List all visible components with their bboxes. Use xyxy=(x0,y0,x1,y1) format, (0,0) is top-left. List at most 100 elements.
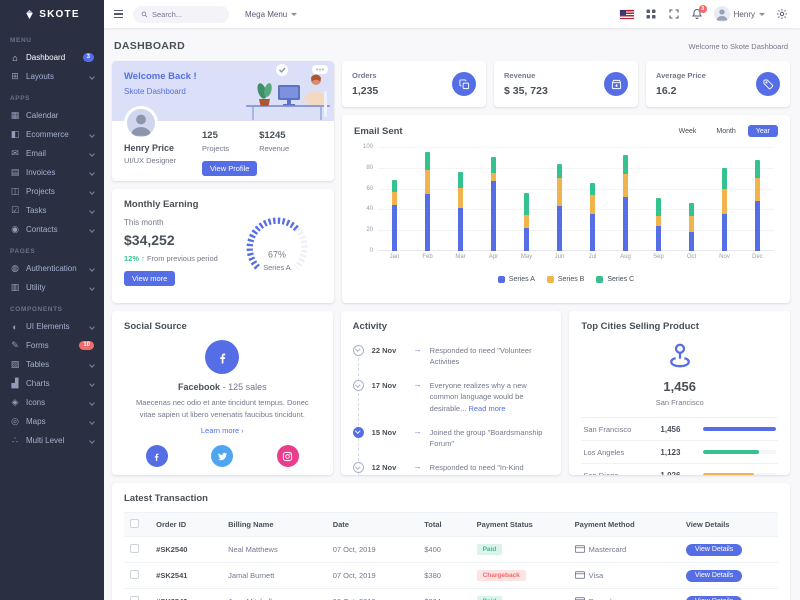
bar-column-jun xyxy=(543,147,576,251)
view-profile-button[interactable]: View Profile xyxy=(202,161,258,176)
search-box[interactable] xyxy=(133,5,229,23)
view-details-button[interactable]: View Details xyxy=(685,543,743,556)
tag-icon xyxy=(756,72,780,96)
x-axis-label: Dec xyxy=(752,254,763,260)
social-item-twitter[interactable]: Twitter112 sales xyxy=(190,445,256,475)
cell-billing-name: Neal Matthews xyxy=(222,536,327,563)
sidebar-item-projects[interactable]: ◫ Projects xyxy=(0,182,104,201)
range-button-year[interactable]: Year xyxy=(747,125,778,137)
x-axis-label: Jun xyxy=(554,254,565,260)
user-avatar xyxy=(713,6,730,22)
sidebar-item-charts[interactable]: ▟ Charts xyxy=(0,374,104,393)
notifications-bell-icon[interactable]: 3 xyxy=(691,5,707,20)
sidebar-item-tables[interactable]: ▧ Tables xyxy=(0,355,104,374)
sidebar-item-multi-level[interactable]: ∴ Multi Level xyxy=(0,431,104,450)
sidebar-item-label: Email xyxy=(26,149,47,158)
bar-segment-series-c xyxy=(623,155,628,175)
range-button-week[interactable]: Week xyxy=(671,125,705,137)
stacked-bar xyxy=(590,183,595,251)
cell-total: $380 xyxy=(418,562,471,589)
sidebar-item-calendar[interactable]: ▦ Calendar xyxy=(0,106,104,125)
view-details-button[interactable]: View Details xyxy=(685,595,743,600)
sidebar-item-icons[interactable]: ◈ Icons xyxy=(0,393,104,412)
social-item-facebook[interactable]: Facebook125 sales xyxy=(124,445,190,475)
language-flag-icon[interactable] xyxy=(619,9,634,19)
ui-elements-icon: ◐ xyxy=(12,321,18,332)
menu-toggle-icon[interactable] xyxy=(114,9,123,19)
authentication-icon: ◍ xyxy=(11,263,19,273)
social-item-instagram[interactable]: Instagram104 sales xyxy=(255,445,321,475)
range-button-month[interactable]: Month xyxy=(708,125,743,137)
row-checkbox[interactable] xyxy=(130,544,139,553)
sidebar-item-ui-elements[interactable]: ◐ UI Elements xyxy=(0,317,104,336)
bar-column-aug xyxy=(609,147,642,251)
settings-gear-icon[interactable] xyxy=(776,8,788,20)
bar-segment-series-b xyxy=(755,178,760,202)
sidebar-item-dashboard[interactable]: ⌂ Dashboard 3 xyxy=(0,48,104,67)
latest-transaction-card: Latest Transaction Order ID Billing Name D… xyxy=(112,483,790,600)
bar-column-oct xyxy=(675,147,708,251)
table-row: #SK2541 Jamal Burnett 07 Oct, 2019 $380 Char… xyxy=(124,562,778,589)
mega-menu-dropdown[interactable]: Mega Menu xyxy=(245,9,298,19)
monthly-earning-card: Monthly Earning This month $34,252 12% ↑… xyxy=(112,189,334,303)
row-checkbox[interactable] xyxy=(130,570,139,579)
bar-segment-series-b xyxy=(722,188,727,214)
sidebar-item-email[interactable]: ✉ Email xyxy=(0,144,104,163)
view-details-button[interactable]: View Details xyxy=(685,569,743,582)
city-row-san-diego: San Diego 1,026 xyxy=(581,463,779,475)
sidebar-item-maps[interactable]: ◎ Maps xyxy=(0,412,104,431)
bar-segment-series-c xyxy=(392,180,397,192)
read-more-link[interactable]: Read more xyxy=(468,403,506,413)
apps-grid-icon[interactable] xyxy=(645,8,657,20)
chevron-down-icon xyxy=(89,73,95,80)
sidebar-item-ecommerce[interactable]: ◧ Ecommerce xyxy=(0,125,104,144)
stacked-bar xyxy=(491,157,496,251)
breadcrumb: Welcome to Skote Dashboard xyxy=(688,41,789,51)
sidebar-section-label: APPS xyxy=(10,95,31,102)
bar-column-feb xyxy=(411,147,444,251)
sidebar-item-layouts[interactable]: ⊞ Layouts xyxy=(0,67,104,86)
stacked-bar xyxy=(392,180,397,251)
view-more-button[interactable]: View more xyxy=(124,271,176,286)
sidebar-badge: 3 xyxy=(82,53,94,62)
sidebar-item-label: Maps xyxy=(26,417,46,426)
cell-total: $400 xyxy=(418,536,471,563)
sidebar-item-forms[interactable]: ✎ Forms 10 xyxy=(0,336,104,355)
brand-logo[interactable]: SKOTE xyxy=(0,0,104,28)
mega-menu-label: Mega Menu xyxy=(245,9,288,19)
stacked-bar xyxy=(755,159,760,251)
timeline-marker-icon xyxy=(352,380,364,391)
sidebar-item-label: Calendar xyxy=(26,111,59,120)
bar-segment-series-c xyxy=(557,163,562,179)
chevron-down-icon xyxy=(89,226,95,233)
gauge-series-label: Series A xyxy=(264,263,291,272)
x-axis-label: Mar xyxy=(455,254,466,260)
payment-method: Visa xyxy=(574,570,674,581)
profile-role: UI/UX Designer xyxy=(124,156,177,165)
stat-card-average-price: Average Price 16.2 xyxy=(646,61,790,107)
email-sent-title: Email Sent xyxy=(354,125,403,137)
learn-more-link[interactable]: Learn more › xyxy=(200,426,244,436)
monthly-earning-period: This month xyxy=(124,218,164,227)
sidebar-item-invoices[interactable]: ▤ Invoices xyxy=(0,163,104,182)
select-all-checkbox[interactable] xyxy=(130,519,139,528)
search-input[interactable] xyxy=(152,9,222,19)
city-progress xyxy=(702,450,777,454)
instagram-icon xyxy=(276,445,299,468)
fullscreen-icon[interactable] xyxy=(668,8,680,20)
sidebar-item-contacts[interactable]: ◉ Contacts xyxy=(0,220,104,239)
sidebar-item-authentication[interactable]: ◍ Authentication xyxy=(0,259,104,278)
sidebar-item-tasks[interactable]: ☑ Tasks xyxy=(0,201,104,220)
user-menu[interactable]: Henry xyxy=(713,6,765,22)
right-arrow-icon: → xyxy=(413,344,422,354)
welcome-title: Welcome Back ! xyxy=(124,71,197,82)
sidebar-item-utility[interactable]: ▥ Utility xyxy=(0,278,104,297)
cell-total: $384 xyxy=(418,588,471,600)
tasks-icon: ☑ xyxy=(10,205,20,215)
stat-text: Revenue $ 35, 723 xyxy=(504,71,548,97)
email-icon: ✉ xyxy=(11,148,19,158)
top-city-name: San Francisco xyxy=(655,398,704,407)
stacked-bar xyxy=(722,167,727,251)
activity-text: Everyone realizes why a new common langu… xyxy=(429,381,527,413)
row-checkbox[interactable] xyxy=(130,596,139,600)
